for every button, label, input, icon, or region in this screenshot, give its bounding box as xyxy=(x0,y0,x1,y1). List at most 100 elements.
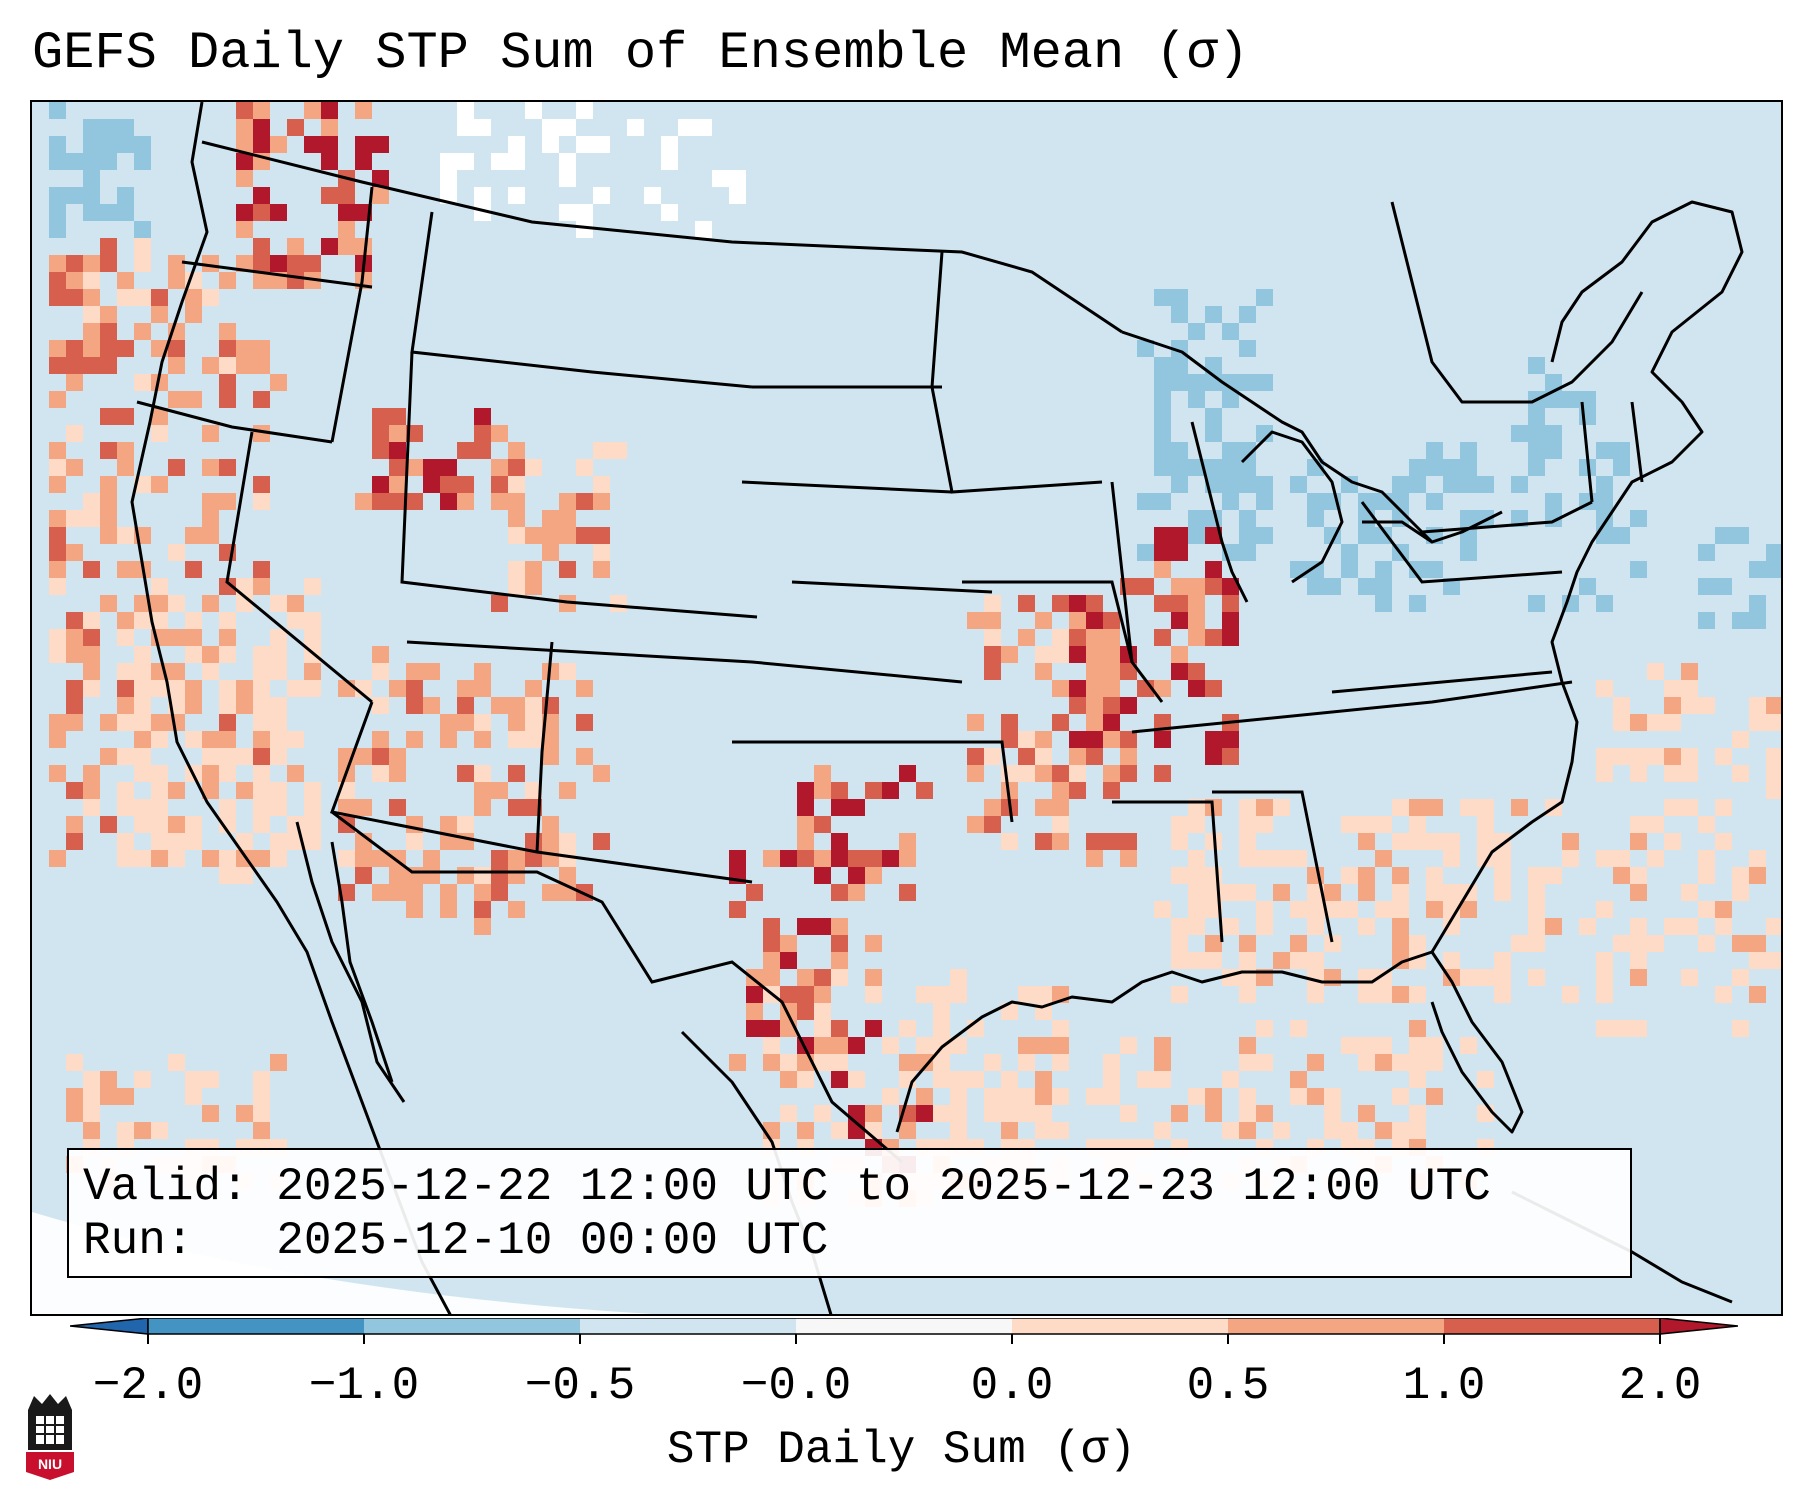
stp-cell xyxy=(117,714,134,731)
stp-cell xyxy=(219,612,236,629)
stp-cell xyxy=(1443,884,1460,901)
stp-cell xyxy=(797,799,814,816)
stp-cell xyxy=(797,918,814,935)
stp-cell xyxy=(1409,986,1426,1003)
stp-cell xyxy=(729,901,746,918)
stp-cell xyxy=(1205,867,1222,884)
stp-cell xyxy=(1154,357,1171,374)
border-id-mt xyxy=(330,186,374,443)
stp-cell xyxy=(508,714,525,731)
stp-cell xyxy=(1375,850,1392,867)
stp-cell xyxy=(185,697,202,714)
border-ia-mo xyxy=(962,580,1134,663)
stp-cell xyxy=(1001,833,1018,850)
stp-cell xyxy=(117,340,134,357)
stp-cell xyxy=(236,170,253,187)
stp-cell xyxy=(1256,816,1273,833)
stp-cell xyxy=(525,459,542,476)
stp-cell xyxy=(729,850,746,867)
stp-cell xyxy=(83,340,100,357)
stp-cell xyxy=(899,833,916,850)
stp-cell xyxy=(1222,374,1239,391)
stp-cell xyxy=(1154,1122,1171,1139)
stp-cell xyxy=(151,408,168,425)
stp-cell xyxy=(304,782,321,799)
stp-cell xyxy=(372,884,389,901)
stp-cell xyxy=(814,969,831,986)
stp-cell xyxy=(1409,935,1426,952)
stp-cell xyxy=(253,272,270,289)
stp-cell xyxy=(321,102,338,119)
stp-cell xyxy=(1103,1054,1120,1071)
stp-cell xyxy=(1086,646,1103,663)
stp-cell xyxy=(1749,952,1766,969)
map-panel xyxy=(30,100,1783,1316)
stp-cell xyxy=(1222,459,1239,476)
stp-cell xyxy=(304,629,321,646)
stp-cell xyxy=(1222,884,1239,901)
stp-cell xyxy=(1715,986,1732,1003)
stp-cell xyxy=(1154,1071,1171,1088)
stp-cell xyxy=(593,493,610,510)
stp-cell xyxy=(236,867,253,884)
stp-cell xyxy=(1460,510,1477,527)
stp-cell xyxy=(202,850,219,867)
stp-cell xyxy=(389,493,406,510)
stp-cell xyxy=(100,510,117,527)
stp-cell xyxy=(1188,527,1205,544)
stp-cell xyxy=(1069,612,1086,629)
stp-cell xyxy=(1239,510,1256,527)
stp-cell xyxy=(1494,969,1511,986)
stp-cell xyxy=(100,119,117,136)
stp-cell xyxy=(1528,408,1545,425)
stp-cell xyxy=(1766,561,1781,578)
stp-cell xyxy=(1749,697,1766,714)
stp-cell xyxy=(389,476,406,493)
stp-cell xyxy=(848,884,865,901)
stp-cell xyxy=(66,714,83,731)
stp-cell xyxy=(1273,952,1290,969)
stp-cell xyxy=(304,102,321,119)
stp-cell xyxy=(1766,952,1781,969)
stp-cell xyxy=(1630,748,1647,765)
stp-cell xyxy=(542,884,559,901)
stp-cell xyxy=(100,493,117,510)
stp-cell xyxy=(1766,748,1781,765)
stp-cell xyxy=(1528,867,1545,884)
stp-cell xyxy=(593,442,610,459)
stp-cell xyxy=(304,816,321,833)
stp-cell xyxy=(1171,476,1188,493)
stp-cell xyxy=(1103,629,1120,646)
stp-cell xyxy=(1681,884,1698,901)
stp-cell xyxy=(1120,850,1137,867)
stp-cell xyxy=(1596,969,1613,986)
stp-cell xyxy=(270,833,287,850)
stp-cell xyxy=(950,1071,967,1088)
stp-cell xyxy=(1630,969,1647,986)
stp-cell xyxy=(508,799,525,816)
stp-cell xyxy=(576,102,593,119)
stp-cell xyxy=(1392,901,1409,918)
stp-cell xyxy=(1035,833,1052,850)
stp-cell xyxy=(576,204,593,221)
stp-cell xyxy=(372,476,389,493)
stp-cell xyxy=(1443,476,1460,493)
stp-cell xyxy=(559,833,576,850)
stp-cell xyxy=(83,765,100,782)
stp-cell xyxy=(1766,765,1781,782)
stp-cell xyxy=(933,1054,950,1071)
stp-cell xyxy=(780,1054,797,1071)
stp-cell xyxy=(933,1003,950,1020)
stp-cell xyxy=(321,136,338,153)
stp-cell xyxy=(491,459,508,476)
stp-cell xyxy=(967,816,984,833)
stp-cell xyxy=(916,782,933,799)
stp-cell xyxy=(508,731,525,748)
stp-cell xyxy=(814,1054,831,1071)
stp-cell xyxy=(1137,544,1154,561)
stp-cell xyxy=(1154,493,1171,510)
stp-cell xyxy=(1528,425,1545,442)
stp-cell xyxy=(1137,493,1154,510)
stp-cell xyxy=(253,748,270,765)
stp-cell xyxy=(168,357,185,374)
